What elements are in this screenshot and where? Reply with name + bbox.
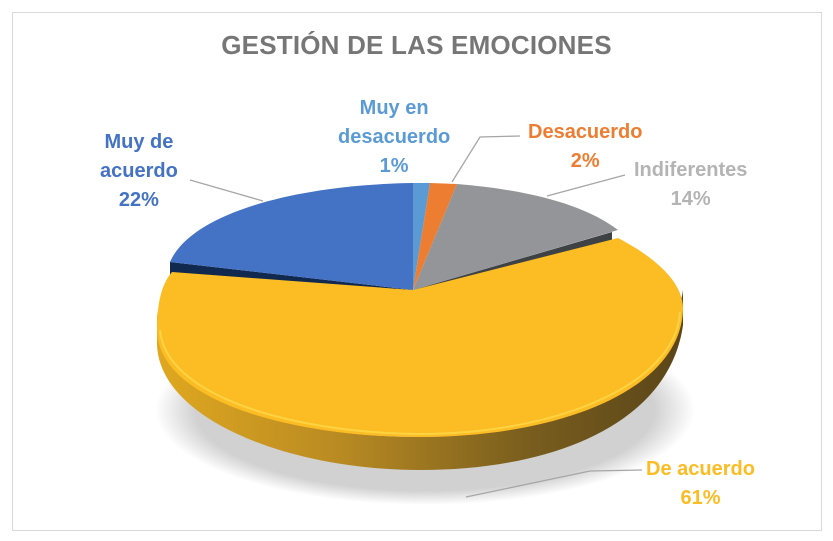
slice-muy-de-acuerdo[interactable]	[170, 183, 413, 290]
label-text: Muy de	[104, 131, 174, 153]
label-text: De acuerdo	[646, 458, 755, 480]
label-value: 2%	[570, 150, 600, 172]
label-value: 1%	[379, 155, 409, 177]
label-text: desacuerdo	[338, 126, 451, 148]
label-text: Desacuerdo	[528, 121, 643, 143]
chart-title: GESTIÓN DE LAS EMOCIONES	[221, 30, 612, 60]
slice-indiferentes[interactable]	[413, 184, 618, 290]
slice-de-acuerdo-side	[157, 290, 683, 470]
label-value: 22%	[118, 189, 159, 211]
leader-lines	[189, 135, 643, 498]
label-text: Muy en	[359, 97, 429, 119]
label-text: acuerdo	[100, 160, 178, 182]
label-value: 14%	[670, 188, 711, 210]
label-desacuerdo: Desacuerdo 2%	[528, 118, 643, 176]
label-muy-en-desacuerdo: Muy en desacuerdo 1%	[338, 94, 450, 181]
label-indiferentes: Indiferentes 14%	[634, 156, 747, 214]
label-de-acuerdo: De acuerdo 61%	[646, 455, 755, 513]
label-muy-de-acuerdo: Muy de acuerdo 22%	[100, 128, 178, 215]
slice-desacuerdo[interactable]	[413, 183, 457, 290]
label-text: Indiferentes	[634, 159, 748, 181]
slice-de-acuerdo[interactable]	[157, 238, 684, 437]
label-value: 61%	[680, 487, 721, 509]
